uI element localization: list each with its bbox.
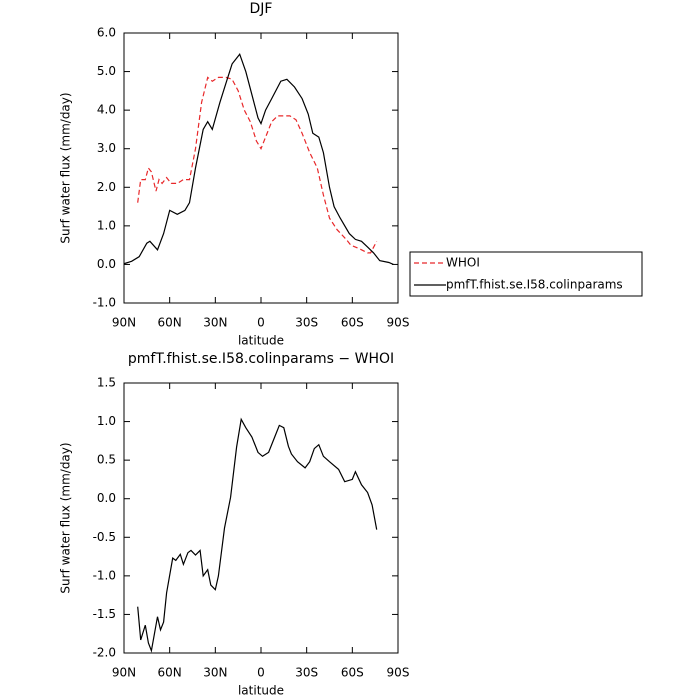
x-tick-label: 30N	[203, 316, 227, 330]
x-tick-label: 90S	[387, 666, 410, 680]
y-tick-label: 3.0	[97, 141, 116, 155]
data-line	[123, 52, 394, 265]
y-tick-label: 0.0	[97, 491, 116, 505]
x-tick-label: 60S	[341, 316, 364, 330]
x-tick-label: 90S	[387, 316, 410, 330]
x-tick-label: 60N	[158, 666, 182, 680]
y-tick-label: 1.0	[97, 218, 116, 232]
y-tick-label: 2.0	[97, 180, 116, 194]
legend-box	[409, 251, 643, 297]
x-tick-label: 30S	[295, 316, 318, 330]
plot-frame	[123, 32, 399, 304]
x-tick-label: 0	[257, 666, 265, 680]
y-tick-label: 0.0	[97, 257, 116, 271]
y-tick-label: -2.0	[93, 646, 116, 660]
x-axis-label: latitude	[238, 334, 284, 348]
x-tick-label: 90N	[112, 316, 136, 330]
y-tick-label: 6.0	[97, 26, 116, 40]
x-tick-label: 0	[257, 316, 265, 330]
x-tick-label: 30S	[295, 666, 318, 680]
chart-title: DJF	[250, 1, 273, 17]
y-tick-label: -1.5	[93, 607, 116, 621]
y-tick-label: -0.5	[93, 530, 116, 544]
y-tick-label: -1.0	[93, 296, 116, 310]
x-tick-label: 30N	[203, 666, 227, 680]
y-tick-label: 5.0	[97, 64, 116, 78]
legend-label: pmfT.fhist.se.I58.colinparams	[446, 278, 623, 292]
y-axis-label: Surf water flux (mm/day)	[59, 442, 73, 593]
y-axis-label: Surf water flux (mm/day)	[59, 92, 73, 243]
x-tick-label: 90N	[112, 666, 136, 680]
data-line	[137, 417, 378, 653]
data-line	[137, 76, 378, 254]
y-tick-label: 1.0	[97, 414, 116, 428]
y-tick-label: 1.5	[97, 376, 116, 390]
y-tick-label: -1.0	[93, 568, 116, 582]
x-tick-label: 60S	[341, 666, 364, 680]
x-tick-label: 60N	[158, 316, 182, 330]
y-tick-label: 4.0	[97, 103, 116, 117]
chart-title: pmfT.fhist.se.I58.colinparams − WHOI	[128, 351, 394, 367]
legend-label: WHOI	[446, 256, 480, 270]
y-tick-label: 0.5	[97, 453, 116, 467]
x-axis-label: latitude	[238, 684, 284, 698]
